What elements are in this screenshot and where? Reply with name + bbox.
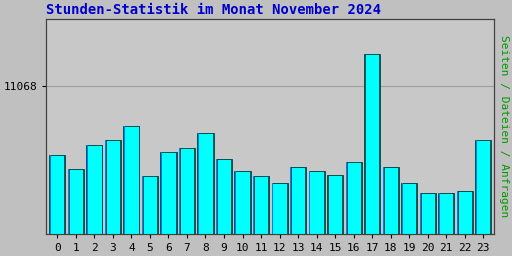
- Bar: [346, 162, 347, 233]
- Bar: [365, 55, 366, 233]
- Bar: [327, 175, 343, 233]
- Bar: [68, 169, 69, 233]
- Bar: [142, 176, 143, 233]
- Bar: [49, 155, 66, 233]
- Bar: [216, 159, 232, 233]
- Bar: [309, 172, 310, 233]
- Bar: [179, 147, 180, 233]
- Bar: [383, 167, 384, 233]
- Bar: [290, 167, 291, 233]
- Bar: [328, 175, 342, 233]
- Bar: [309, 172, 324, 233]
- Bar: [346, 162, 361, 233]
- Bar: [309, 172, 325, 233]
- Bar: [105, 140, 106, 233]
- Bar: [438, 193, 454, 233]
- Bar: [476, 140, 477, 233]
- Bar: [457, 190, 473, 233]
- Bar: [383, 167, 398, 233]
- Bar: [401, 183, 402, 233]
- Bar: [272, 183, 273, 233]
- Bar: [235, 172, 236, 233]
- Y-axis label: Seiten / Dateien / Anfragen: Seiten / Dateien / Anfragen: [499, 35, 508, 217]
- Bar: [161, 152, 176, 233]
- Bar: [198, 133, 199, 233]
- Bar: [457, 190, 458, 233]
- Bar: [458, 190, 472, 233]
- Bar: [401, 183, 417, 233]
- Bar: [365, 55, 379, 233]
- Bar: [198, 133, 212, 233]
- Bar: [68, 169, 84, 233]
- Bar: [180, 147, 194, 233]
- Bar: [291, 167, 305, 233]
- Bar: [160, 152, 177, 233]
- Bar: [142, 176, 158, 233]
- Bar: [253, 176, 254, 233]
- Bar: [50, 155, 51, 233]
- Bar: [272, 183, 287, 233]
- Bar: [364, 55, 380, 233]
- Bar: [105, 140, 121, 233]
- Bar: [124, 126, 139, 233]
- Bar: [69, 169, 83, 233]
- Bar: [87, 145, 101, 233]
- Bar: [236, 172, 250, 233]
- Bar: [420, 193, 436, 233]
- Bar: [420, 193, 421, 233]
- Bar: [347, 162, 361, 233]
- Bar: [123, 126, 139, 233]
- Bar: [50, 155, 65, 233]
- Bar: [439, 193, 453, 233]
- Bar: [124, 126, 125, 233]
- Bar: [106, 140, 120, 233]
- Bar: [253, 176, 269, 233]
- Bar: [179, 147, 195, 233]
- Bar: [475, 140, 492, 233]
- Bar: [420, 193, 435, 233]
- Text: Stunden-Statistik im Monat November 2024: Stunden-Statistik im Monat November 2024: [46, 4, 381, 17]
- Bar: [217, 159, 231, 233]
- Bar: [382, 167, 399, 233]
- Bar: [198, 133, 214, 233]
- Bar: [161, 152, 162, 233]
- Bar: [87, 145, 88, 233]
- Bar: [402, 183, 416, 233]
- Bar: [271, 183, 288, 233]
- Bar: [87, 145, 102, 233]
- Bar: [254, 176, 268, 233]
- Bar: [234, 172, 250, 233]
- Bar: [143, 176, 157, 233]
- Bar: [476, 140, 490, 233]
- Bar: [290, 167, 306, 233]
